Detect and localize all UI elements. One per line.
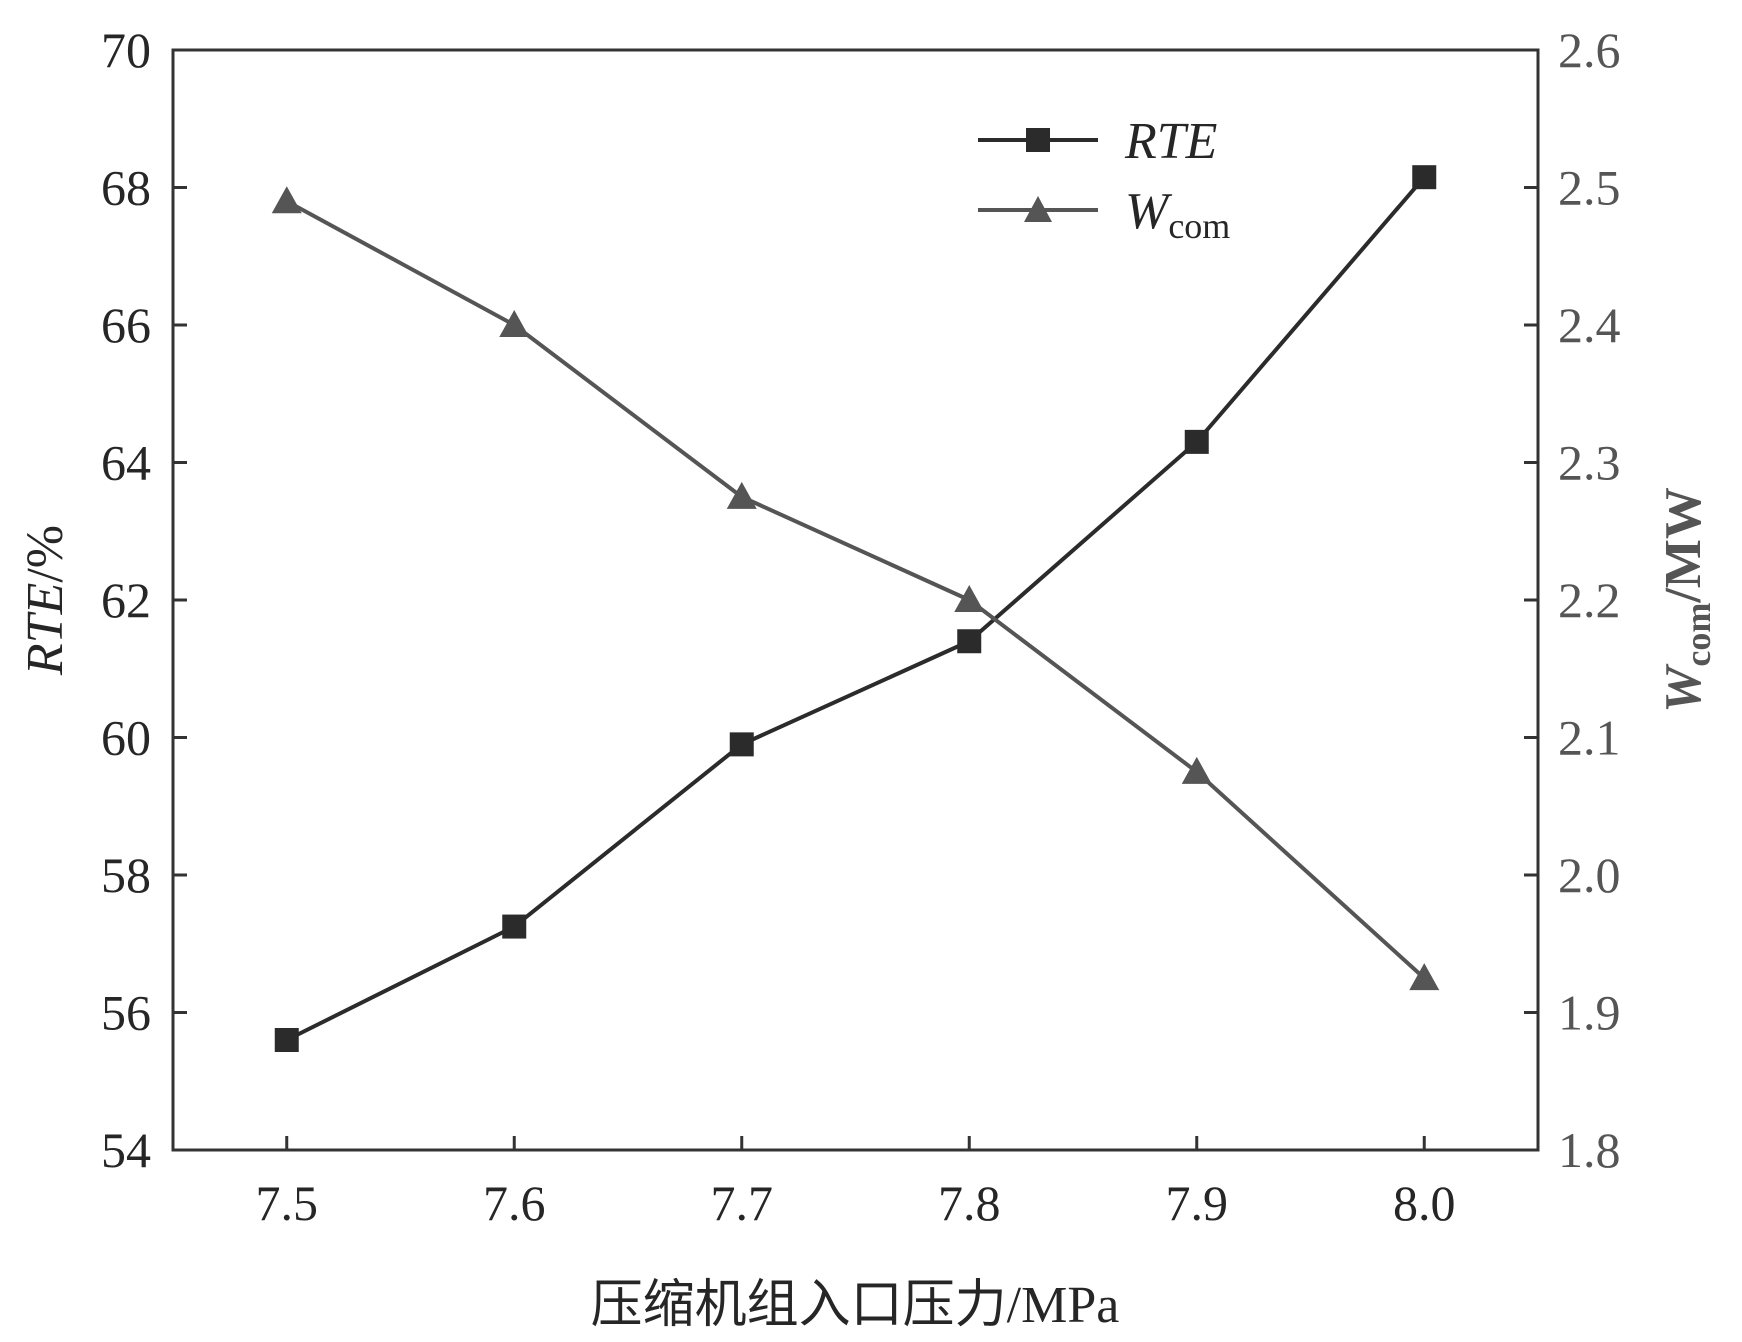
legend: RTE Wcom	[978, 113, 1230, 246]
y-left-tick-label: 54	[101, 1122, 151, 1178]
y-left-tick-label: 68	[101, 160, 151, 216]
y-right-ticks: 1.8 1.9 2.0 2.1 2.2 2.3 2.4 2.5 2.6	[1524, 22, 1621, 1178]
y-left-axis-label: RTE/%	[17, 525, 74, 676]
y-right-tick-label: 2.3	[1558, 435, 1621, 491]
data-point-rte	[1184, 429, 1209, 454]
data-point-rte	[502, 914, 527, 939]
y-right-tick-label: 2.1	[1558, 710, 1621, 766]
y-left-label-main: RTE	[17, 583, 74, 676]
y-right-tick-label: 1.9	[1558, 985, 1621, 1041]
x-tick-label: 7.5	[256, 1175, 319, 1231]
data-point-rte	[1412, 165, 1437, 190]
y-right-tick-label: 2.2	[1558, 572, 1621, 628]
series-line-wcom	[285, 199, 1426, 980]
legend-label-rte: RTE	[1124, 113, 1217, 170]
legend-marker-square	[1026, 128, 1050, 152]
data-point-wcom	[1181, 756, 1212, 784]
x-tick-label: 7.7	[711, 1175, 774, 1231]
y-right-tick-label: 2.6	[1558, 22, 1621, 78]
series-markers	[271, 165, 1440, 1052]
legend-label-wcom-main: W	[1125, 183, 1173, 240]
y-left-label-unit: /%	[17, 525, 74, 583]
y-left-tick-label: 64	[101, 435, 151, 491]
y-right-tick-label: 2.5	[1558, 160, 1621, 216]
data-point-wcom	[499, 310, 530, 337]
x-tick-label: 7.9	[1166, 1175, 1229, 1231]
y-left-ticks: 54 56 58 60 62 64 66 68 70	[101, 22, 187, 1178]
legend-label-wcom-sub: com	[1168, 206, 1230, 246]
y-right-tick-label: 2.4	[1558, 297, 1621, 353]
series-line-rte	[285, 175, 1426, 1042]
plot-frame	[171, 48, 1540, 1152]
series-lines	[285, 175, 1426, 1042]
y-right-label-main: W	[1655, 663, 1712, 713]
x-axis-label: 压缩机组入口压力/MPa	[591, 1277, 1120, 1334]
y-left-tick-label: 60	[101, 710, 151, 766]
legend-marker-triangle	[1024, 196, 1052, 222]
y-right-tick-label: 2.0	[1558, 847, 1621, 903]
y-left-tick-label: 62	[101, 572, 151, 628]
y-right-label-unit: /MW	[1655, 487, 1712, 604]
legend-label-wcom: Wcom	[1125, 183, 1230, 246]
x-tick-label: 7.8	[938, 1175, 1001, 1231]
y-left-tick-label: 58	[101, 847, 151, 903]
y-left-tick-label: 70	[101, 22, 151, 78]
x-tick-label: 7.6	[483, 1175, 546, 1231]
y-right-tick-label: 1.8	[1558, 1122, 1621, 1178]
data-point-wcom	[1409, 963, 1440, 991]
x-ticks: 7.5 7.6 7.7 7.8 7.9 8.0	[256, 1136, 1456, 1231]
data-point-wcom	[271, 186, 302, 214]
data-point-rte	[274, 1028, 299, 1052]
data-point-rte	[729, 732, 754, 757]
x-tick-label: 8.0	[1393, 1175, 1456, 1231]
data-point-wcom	[954, 585, 985, 612]
data-point-wcom	[726, 481, 757, 509]
y-left-tick-label: 66	[101, 297, 151, 353]
y-right-axis-label: Wcom/MW	[1655, 487, 1718, 713]
data-point-rte	[957, 629, 982, 654]
y-left-tick-label: 56	[101, 985, 151, 1041]
y-right-label-sub: com	[1678, 603, 1718, 667]
